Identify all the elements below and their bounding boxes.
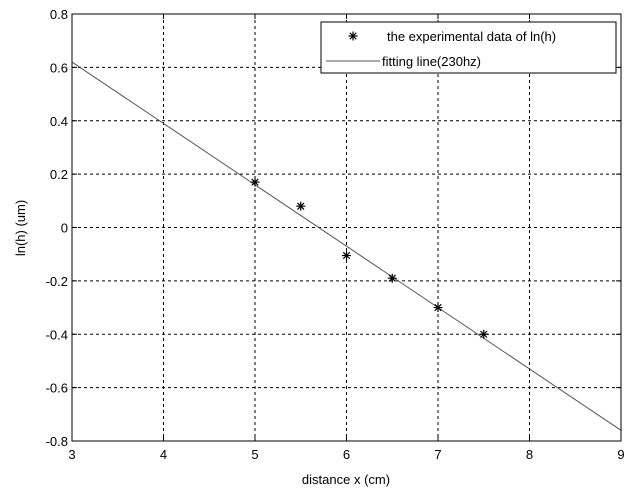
data-points [250, 177, 489, 339]
x-tick-label: 6 [343, 447, 350, 462]
x-tick-label: 3 [68, 447, 75, 462]
legend: the experimental data of ln(h) fitting l… [320, 21, 617, 74]
data-point [250, 177, 260, 187]
y-axis-title: ln(h) (um) [13, 200, 28, 256]
legend-marker-experimental [348, 31, 358, 41]
x-tick-label: 5 [251, 447, 258, 462]
x-tick-label: 7 [434, 447, 441, 462]
x-tick-label: 4 [160, 447, 167, 462]
data-point [387, 273, 397, 283]
y-tick-label: 0 [61, 221, 68, 236]
data-point [433, 303, 443, 313]
y-tick-labels: -0.8 -0.6 -0.4 -0.2 0 0.2 0.4 0.6 0.8 [46, 7, 68, 449]
y-tick-label: -0.6 [46, 381, 68, 396]
y-tick-label: -0.2 [46, 274, 68, 289]
fit-lines [71, 61, 622, 431]
x-tick-label: 9 [617, 447, 624, 462]
legend-box [320, 21, 617, 74]
x-tick-labels: 3 4 5 6 7 8 9 [68, 447, 624, 462]
y-tick-label: -0.8 [46, 434, 68, 449]
x-tick-label: 8 [526, 447, 533, 462]
y-tick-label: 0.6 [50, 60, 68, 75]
y-tick-label: 0.4 [50, 114, 68, 129]
y-tick-label: 0.8 [50, 7, 68, 22]
y-tick-label: -0.4 [46, 327, 68, 342]
x-axis-title: distance x (cm) [302, 472, 390, 487]
fitting-line [71, 61, 622, 431]
y-tick-label: 0.2 [50, 167, 68, 182]
grid-lines [72, 14, 621, 441]
legend-label-fit: fitting line(230hz) [382, 54, 481, 69]
plot-frame [71, 13, 622, 442]
data-point [296, 201, 306, 211]
legend-asterisk [348, 31, 358, 41]
data-point [479, 329, 489, 339]
data-point [342, 251, 351, 261]
legend-label-experimental: the experimental data of ln(h) [387, 29, 556, 44]
